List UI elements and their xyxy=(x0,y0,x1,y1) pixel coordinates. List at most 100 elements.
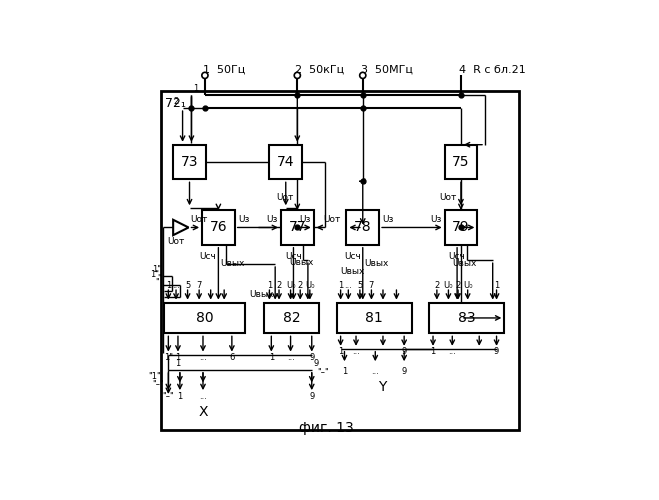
Text: ...: ... xyxy=(199,392,207,400)
Text: 1  50Гц: 1 50Гц xyxy=(203,64,245,74)
Text: 9: 9 xyxy=(494,348,499,356)
Text: 80: 80 xyxy=(196,311,214,325)
Bar xyxy=(429,302,504,334)
Text: Uз: Uз xyxy=(266,216,278,224)
Text: Uсч: Uсч xyxy=(449,252,465,260)
Text: 72₁: 72₁ xyxy=(165,96,186,110)
Text: 76: 76 xyxy=(210,220,227,234)
Text: 2: 2 xyxy=(455,280,461,289)
Text: 1: 1 xyxy=(177,392,183,400)
Text: "–": "–" xyxy=(163,392,174,400)
Bar xyxy=(202,210,235,245)
Text: ...: ... xyxy=(287,353,295,362)
Text: 1: 1 xyxy=(338,348,343,356)
Text: X: X xyxy=(198,404,208,418)
Text: U₀: U₀ xyxy=(286,280,295,289)
Text: 9: 9 xyxy=(314,359,319,368)
Text: 74: 74 xyxy=(277,155,295,169)
Text: ...: ... xyxy=(199,353,207,362)
Text: Uвых: Uвых xyxy=(453,260,477,268)
Text: "–": "–" xyxy=(153,379,165,388)
Text: 1: 1 xyxy=(193,84,198,92)
Bar xyxy=(161,91,519,430)
Text: 1: 1 xyxy=(165,280,171,289)
Text: Uот: Uот xyxy=(276,192,293,202)
Text: ...: ... xyxy=(352,348,360,356)
Text: 6: 6 xyxy=(229,353,235,362)
Text: ": " xyxy=(157,274,161,283)
Text: Uвых: Uвых xyxy=(364,260,389,268)
Text: фиг. 13: фиг. 13 xyxy=(299,422,354,436)
Text: Uз: Uз xyxy=(382,216,393,224)
Text: ...: ... xyxy=(345,280,353,289)
Text: 1: 1 xyxy=(342,367,347,376)
Text: 7: 7 xyxy=(196,280,202,289)
Text: 9: 9 xyxy=(309,353,314,362)
Text: 1": 1" xyxy=(164,353,173,362)
Bar xyxy=(165,302,245,334)
Bar xyxy=(337,302,412,334)
Text: 9: 9 xyxy=(401,367,407,376)
Text: ...: ... xyxy=(448,348,456,356)
Bar xyxy=(173,144,206,180)
Text: ...: ... xyxy=(172,280,180,289)
Text: 9: 9 xyxy=(401,348,407,356)
Text: Uот: Uот xyxy=(167,237,185,246)
Text: 77: 77 xyxy=(289,220,306,234)
Text: Uз: Uз xyxy=(299,216,310,224)
Text: 1": 1" xyxy=(152,264,161,274)
Text: 1: 1 xyxy=(494,280,499,289)
Bar xyxy=(445,144,477,180)
Text: Uсч: Uсч xyxy=(344,252,361,260)
Text: 2: 2 xyxy=(276,280,281,289)
Text: Uот: Uот xyxy=(440,192,457,202)
Text: Y: Y xyxy=(378,380,386,394)
Text: U₀: U₀ xyxy=(305,280,314,289)
Text: 1: 1 xyxy=(269,353,274,362)
Text: 9: 9 xyxy=(309,392,314,400)
Text: Uсч: Uсч xyxy=(200,252,216,260)
Text: 83: 83 xyxy=(458,311,476,325)
Text: Uвых: Uвых xyxy=(289,258,313,268)
Text: 4  R с бл.21: 4 R с бл.21 xyxy=(459,64,526,74)
Text: 1: 1 xyxy=(430,348,436,356)
Text: U₀: U₀ xyxy=(463,280,473,289)
Text: 7: 7 xyxy=(369,280,374,289)
Text: 82: 82 xyxy=(283,311,301,325)
Text: Uвых: Uвых xyxy=(249,290,273,298)
Bar xyxy=(445,210,477,245)
Text: 1: 1 xyxy=(267,280,272,289)
Text: 79: 79 xyxy=(452,220,470,234)
Bar xyxy=(347,210,379,245)
Text: 2: 2 xyxy=(434,280,440,289)
Bar xyxy=(281,210,314,245)
Text: Uот: Uот xyxy=(190,216,208,224)
Text: 2  50кГц: 2 50кГц xyxy=(295,64,345,74)
Text: 2: 2 xyxy=(298,280,303,289)
Text: ...: ... xyxy=(371,367,379,376)
Text: Uот: Uот xyxy=(324,214,341,224)
Text: 5: 5 xyxy=(185,280,190,289)
Text: 1: 1 xyxy=(175,359,181,368)
Text: Uз: Uз xyxy=(430,216,442,224)
Text: 81: 81 xyxy=(366,311,383,325)
Bar xyxy=(270,144,302,180)
Text: Uвых: Uвых xyxy=(220,260,244,268)
Text: 5: 5 xyxy=(357,280,362,289)
Text: Uвых: Uвых xyxy=(341,266,365,276)
Text: 75: 75 xyxy=(452,155,470,169)
Text: 1: 1 xyxy=(338,280,343,289)
Text: 1: 1 xyxy=(175,353,181,362)
Text: 78: 78 xyxy=(354,220,372,234)
Text: "1": "1" xyxy=(149,372,161,381)
Text: ": " xyxy=(155,278,159,287)
Text: 73: 73 xyxy=(181,155,198,169)
Text: U₀: U₀ xyxy=(444,280,453,289)
Text: 3  50МГц: 3 50МГц xyxy=(361,64,413,74)
Text: Uз: Uз xyxy=(238,216,249,224)
Text: 2: 2 xyxy=(173,97,179,106)
Bar xyxy=(264,302,320,334)
Text: 1": 1" xyxy=(150,270,159,280)
Text: "–": "–" xyxy=(318,367,329,376)
Text: Uсч: Uсч xyxy=(285,252,302,260)
